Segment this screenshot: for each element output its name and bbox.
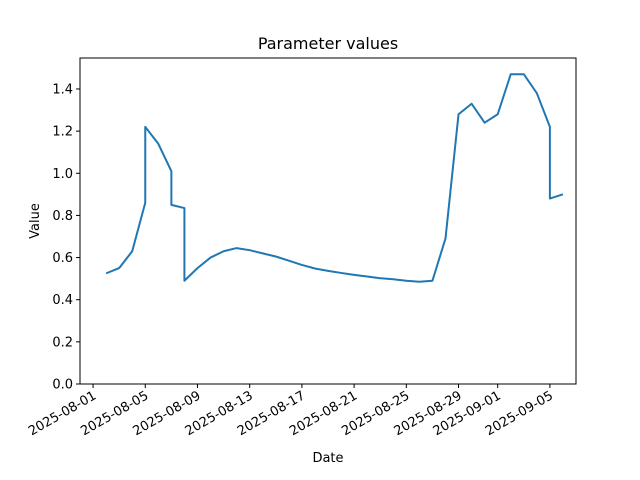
y-tick-label: 1.0	[52, 167, 73, 182]
y-tick-label: 0.8	[52, 209, 73, 224]
plot-frame	[79, 57, 577, 385]
line-series	[105, 73, 564, 283]
chart-title: Parameter values	[258, 34, 398, 53]
y-tick-label: 0.6	[52, 251, 73, 266]
y-tick-label: 1.4	[52, 82, 73, 97]
y-tick-label: 1.2	[52, 125, 73, 140]
x-axis-label: Date	[312, 451, 343, 466]
y-tick-label: 0.4	[52, 293, 73, 308]
y-tick-label: 0.2	[52, 335, 73, 350]
y-tick-label: 0.0	[52, 378, 73, 393]
y-axis-label: Value	[28, 203, 43, 239]
